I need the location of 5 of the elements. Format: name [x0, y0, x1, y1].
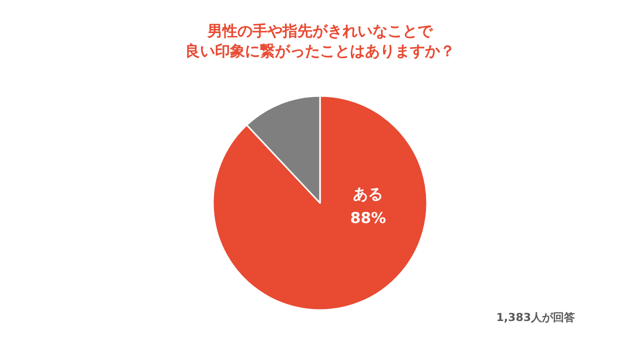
chart-subtitle: 良い印象に繋がったことはありますか？: [185, 42, 455, 60]
data-label: 88%: [350, 209, 386, 227]
slice-label: ある: [353, 185, 384, 203]
chart-title: 男性の手や指先がきれいなことで: [206, 22, 434, 40]
text: 1,383人が回答: [496, 311, 576, 324]
